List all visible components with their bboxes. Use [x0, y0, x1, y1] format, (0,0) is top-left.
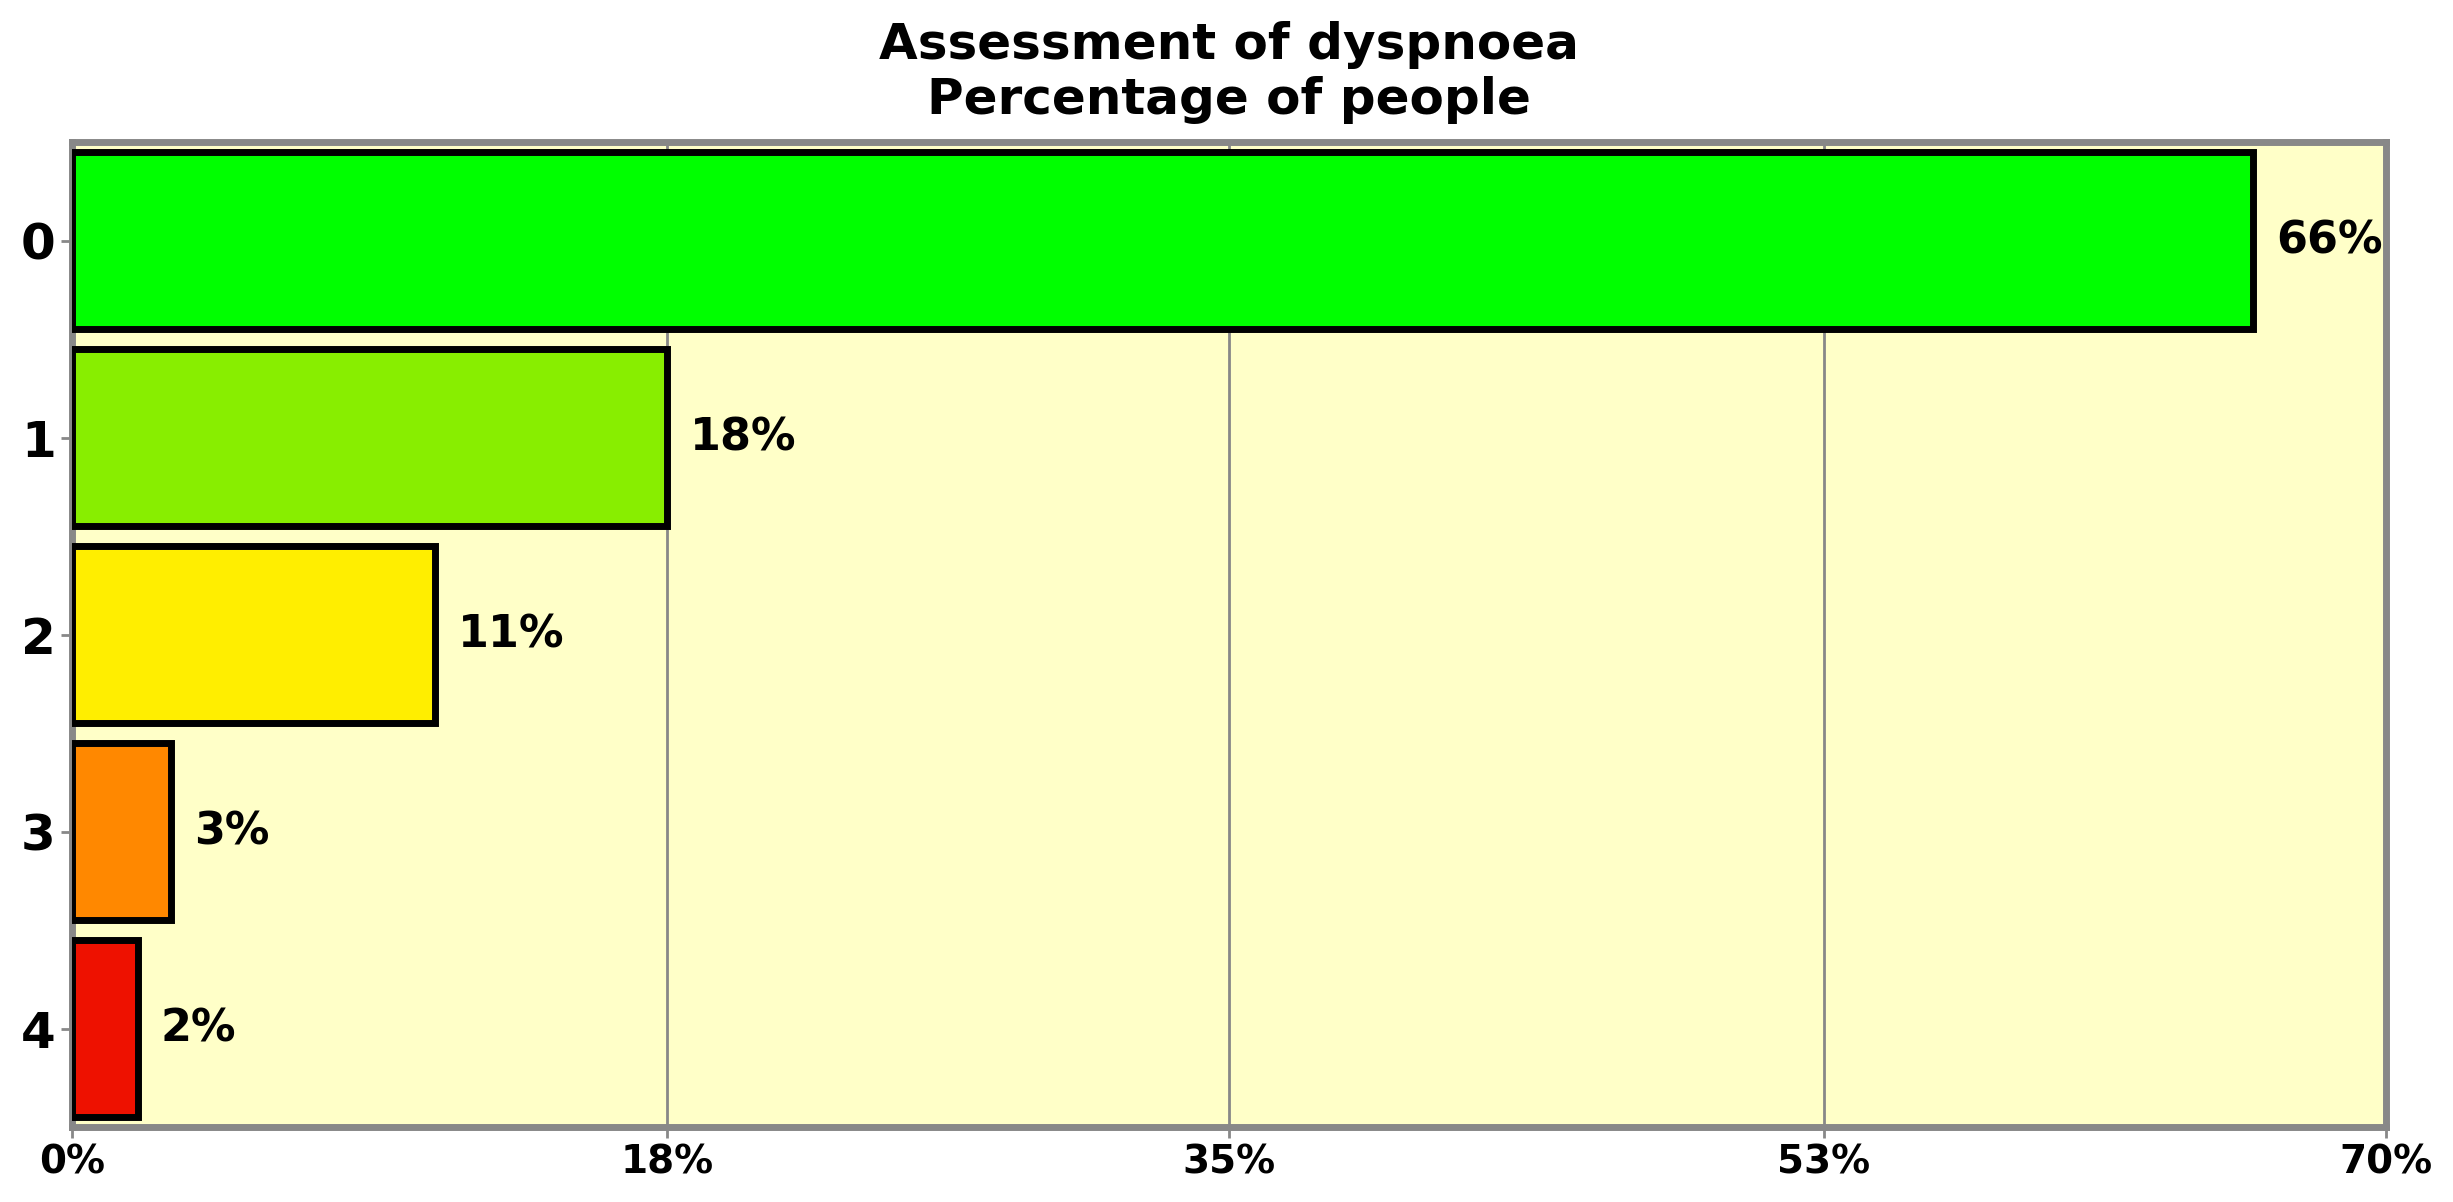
Bar — [71, 940, 137, 1118]
Text: 18%: 18% — [689, 416, 797, 459]
Text: 11%: 11% — [459, 613, 564, 656]
Text: 3%: 3% — [194, 810, 270, 853]
Bar — [71, 546, 434, 724]
Text: 66%: 66% — [2276, 219, 2382, 262]
Bar — [71, 349, 667, 526]
Bar — [71, 743, 172, 921]
Title: Assessment of dyspnoea
Percentage of people: Assessment of dyspnoea Percentage of peo… — [878, 20, 1580, 125]
Text: 2%: 2% — [162, 1007, 235, 1051]
Bar — [71, 153, 2254, 329]
